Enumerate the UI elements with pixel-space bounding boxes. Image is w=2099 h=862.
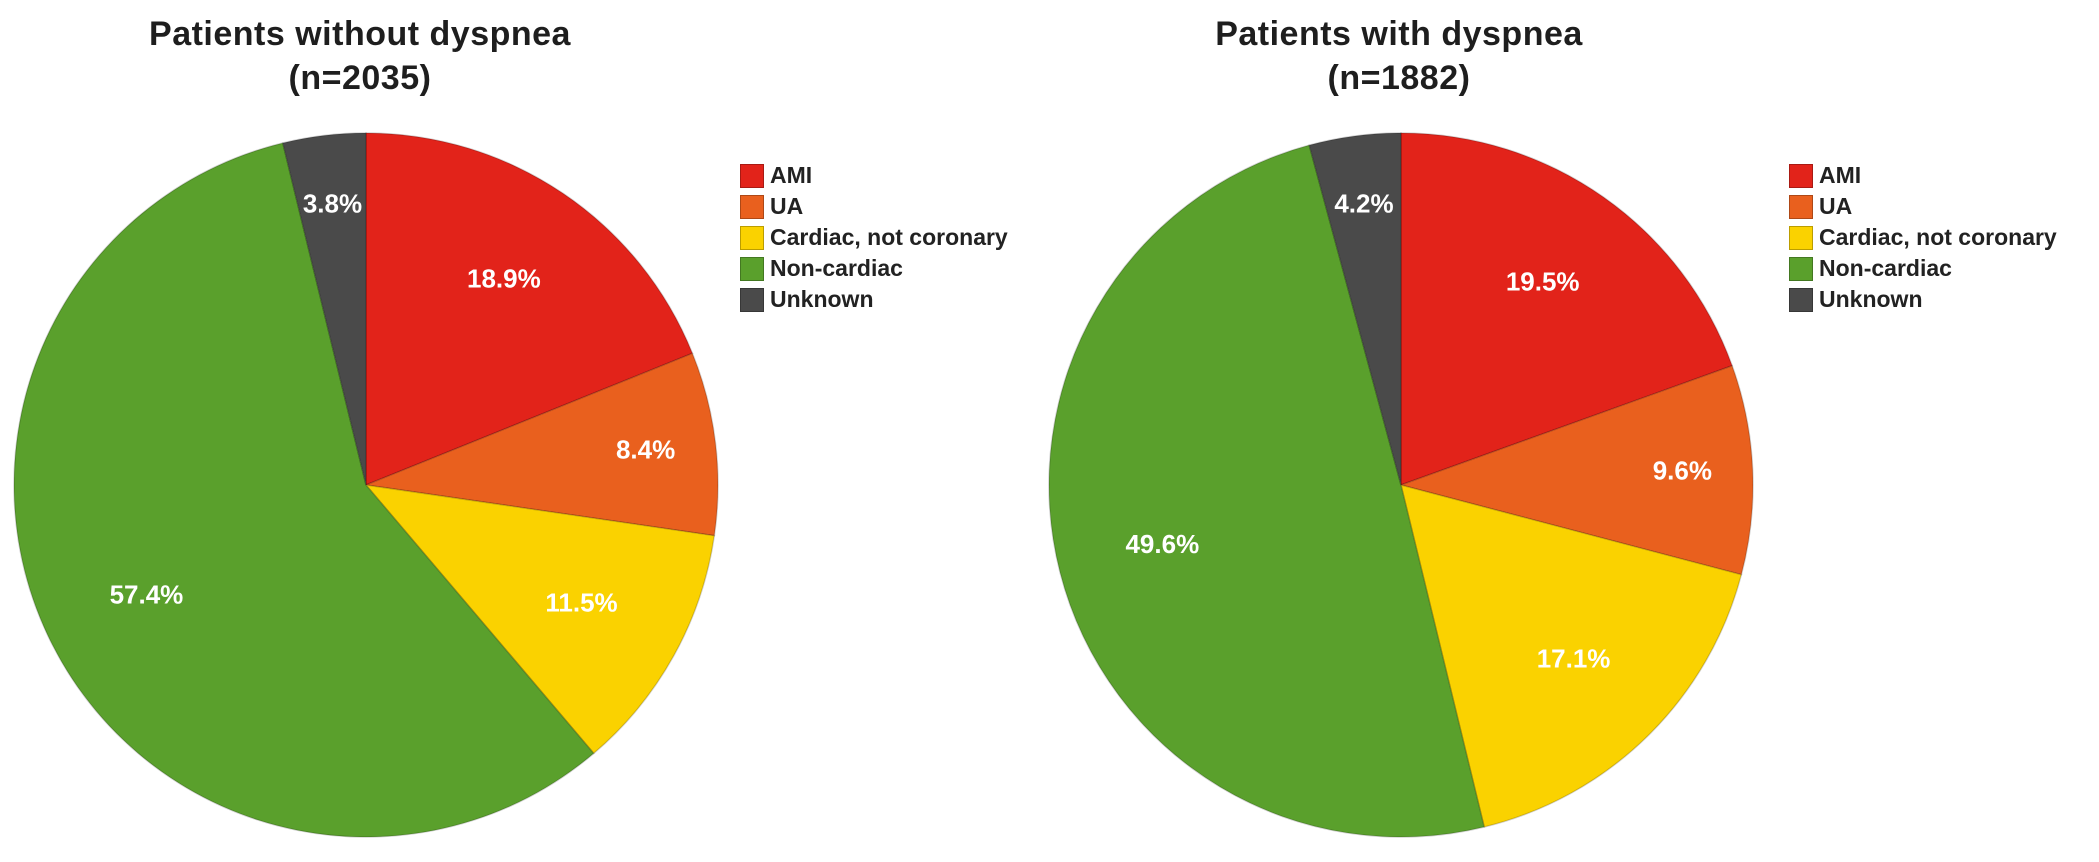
- pie-slice-unknown: [1308, 132, 1402, 486]
- legend-label: Cardiac, not coronary: [770, 224, 1008, 250]
- legend-item-ami: AMI: [740, 160, 1008, 191]
- slice-label-unknown: 3.8%: [303, 188, 362, 218]
- chart-title-line2: (n=1882): [1327, 59, 1471, 97]
- chart-title-line2: (n=2035): [288, 59, 432, 97]
- pie-chart: 18.9% 8.4% 11.5% 57.4% 3.8%: [13, 132, 719, 838]
- legend-item-cardiac-not-coronary: Cardiac, not coronary: [740, 222, 1008, 253]
- legend-swatch: [1789, 287, 1813, 312]
- chart-title-line1: Patients without dyspnea: [149, 15, 571, 53]
- legend-item-ua: UA: [740, 191, 1008, 222]
- slice-label-cardiac-not-coronary: 11.5%: [545, 587, 617, 617]
- slice-label-ami: 19.5%: [1506, 266, 1580, 296]
- pie-slice-cardiac-not-coronary: [1399, 483, 1743, 828]
- chart-panel-without-dyspnea: Patients without dyspnea (n=2035) 18.9% 8…: [0, 0, 1049, 862]
- legend-label: Unknown: [770, 286, 874, 312]
- pie-slice-ami: [1400, 132, 1734, 487]
- legend-swatch: [740, 256, 764, 281]
- pie-slice-cardiac-not-coronary: [364, 483, 716, 755]
- legend-label: Unknown: [1819, 286, 1923, 312]
- legend-swatch: [1789, 194, 1813, 219]
- legend-swatch: [740, 287, 764, 312]
- legend-item-ami: AMI: [1789, 160, 2057, 191]
- legend-label: Cardiac, not coronary: [1819, 224, 2057, 250]
- legend-swatch: [740, 163, 764, 188]
- slice-label-ami: 18.9%: [467, 264, 541, 294]
- pie-chart: 19.5% 9.6% 17.1% 49.6% 4.2%: [1048, 132, 1754, 838]
- legend-item-unknown: Unknown: [1789, 284, 2057, 315]
- legend-swatch: [740, 225, 764, 250]
- legend: AMI UA Cardiac, not coronary Non-cardiac Unk…: [1789, 160, 2057, 315]
- pie-slice-ua: [1398, 364, 1754, 576]
- legend-label: AMI: [770, 162, 813, 188]
- chart-title-line1: Patients with dyspnea: [1215, 15, 1583, 53]
- slice-label-ua: 8.4%: [616, 434, 675, 464]
- legend-item-unknown: Unknown: [740, 284, 1008, 315]
- legend-label: UA: [1819, 193, 1853, 219]
- legend-label: AMI: [1819, 162, 1862, 188]
- chart-title: Patients without dyspnea (n=2035): [10, 12, 710, 100]
- pie-slice-ua: [363, 352, 719, 537]
- slice-label-cardiac-not-coronary: 17.1%: [1537, 644, 1611, 674]
- legend-item-non-cardiac: Non-cardiac: [1789, 253, 2057, 284]
- legend-item-ua: UA: [1789, 191, 2057, 222]
- legend-swatch: [1789, 225, 1813, 250]
- legend-label: UA: [770, 193, 804, 219]
- slice-label-non-cardiac: 49.6%: [1125, 529, 1199, 559]
- slice-label-ua: 9.6%: [1653, 455, 1712, 485]
- pie-slice-unknown: [281, 132, 367, 486]
- chart-panel-with-dyspnea: Patients with dyspnea (n=1882) 19.5% 9.6%…: [1048, 0, 2099, 862]
- pie-slice-non-cardiac: [1048, 144, 1486, 838]
- legend-swatch: [740, 194, 764, 219]
- slice-label-non-cardiac: 57.4%: [110, 580, 184, 610]
- legend-swatch: [1789, 256, 1813, 281]
- legend-item-non-cardiac: Non-cardiac: [740, 253, 1008, 284]
- pie-slice-ami: [365, 132, 694, 487]
- slice-label-unknown: 4.2%: [1334, 189, 1393, 219]
- chart-title: Patients with dyspnea (n=1882): [1049, 12, 1749, 100]
- legend-label: Non-cardiac: [770, 255, 903, 281]
- legend-item-cardiac-not-coronary: Cardiac, not coronary: [1789, 222, 2057, 253]
- legend: AMI UA Cardiac, not coronary Non-cardiac Unk…: [740, 160, 1008, 315]
- pie-slice-non-cardiac: [13, 142, 595, 838]
- legend-swatch: [1789, 163, 1813, 188]
- legend-label: Non-cardiac: [1819, 255, 1952, 281]
